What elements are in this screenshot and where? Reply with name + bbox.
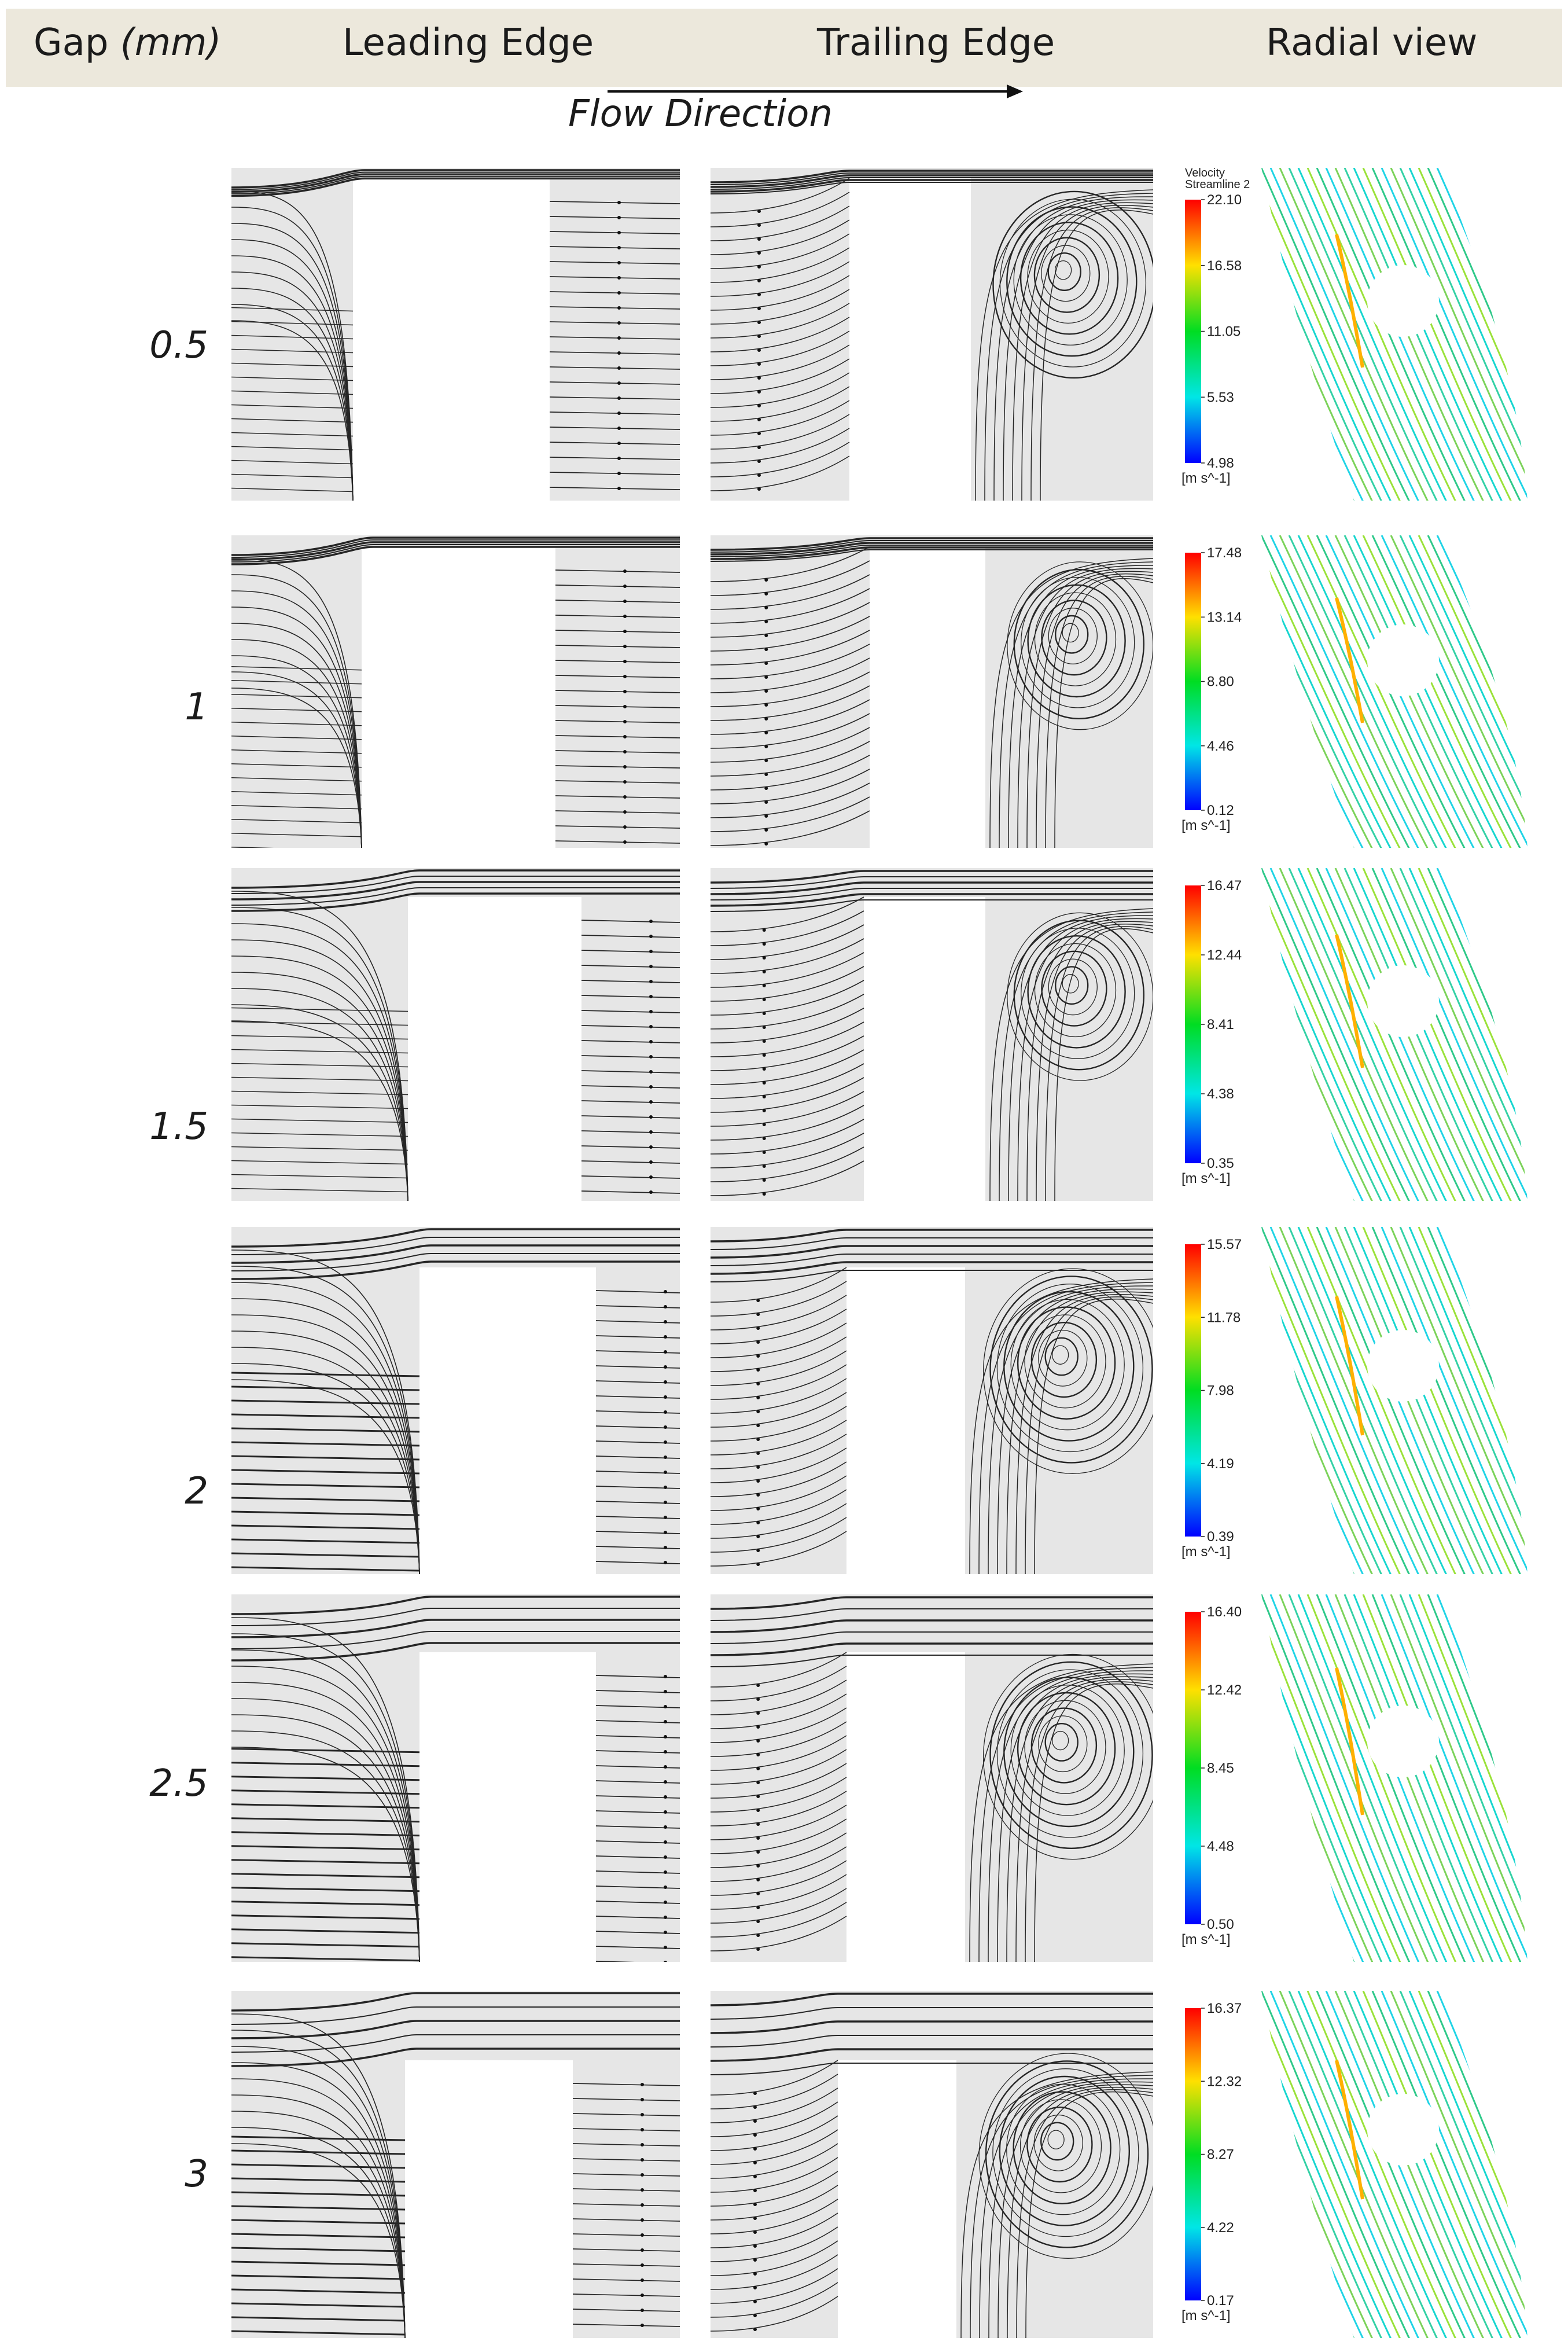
radial-view-streamline-panel: [1261, 868, 1527, 1201]
gap-value-label: 0.5: [149, 324, 208, 367]
legend-subtitle: Streamline 2: [1185, 178, 1250, 191]
legend-tick-label: 11.05: [1207, 324, 1241, 340]
radial-view-streamline-panel: [1261, 1991, 1527, 2338]
velocity-colorbar-legend: 15.57 11.78 7.98 4.19 0.39[m s^-1]: [1181, 1237, 1242, 1560]
legend-tick-label: 8.41: [1207, 1017, 1234, 1032]
leading-edge-streamline-panel: [231, 1991, 680, 2338]
gap-value-label: 2.5: [149, 1762, 208, 1805]
gap-column-header: Gap (mm): [34, 21, 221, 64]
legend-tick-label: 4.98: [1207, 455, 1234, 471]
radial-view-streamline-panel: [1261, 535, 1527, 848]
legend-tick-label: 7.98: [1207, 1383, 1234, 1399]
gap-value-label: 1: [185, 686, 208, 729]
velocity-colorbar-legend: 16.40 12.42 8.45 4.48 0.50[m s^-1]: [1181, 1604, 1242, 1947]
flow-direction-label: Flow Direction: [568, 93, 833, 135]
legend-tick-label: 12.44: [1207, 947, 1242, 963]
flow-direction-arrow-icon: [608, 84, 1023, 98]
velocity-colorbar-legend: 17.48 13.14 8.80 4.46 0.12[m s^-1]: [1181, 545, 1242, 833]
legend-unit-label: [m s^-1]: [1181, 1171, 1231, 1186]
legend-tick-label: 4.48: [1207, 1839, 1234, 1854]
gap-header-text: Gap: [34, 21, 109, 64]
leading-edge-streamline-panel: [231, 168, 680, 501]
legend-tick-label: 4.19: [1207, 1456, 1234, 1472]
legend-tick-label: 0.50: [1207, 1917, 1234, 1932]
trailing-edge-streamline-panel: [711, 1991, 1153, 2338]
legend-tick-label: 13.14: [1207, 609, 1242, 625]
legend-unit-label: [m s^-1]: [1181, 1932, 1231, 1947]
legend-tick-label: 12.42: [1207, 1682, 1242, 1698]
velocity-colorbar-legend: 16.47 12.44 8.41 4.38 0.35[m s^-1]: [1181, 878, 1242, 1186]
trailing-edge-header: Trailing Edge: [817, 21, 1055, 64]
legend-unit-label: [m s^-1]: [1181, 471, 1231, 486]
radial-view-streamline-panel: [1261, 168, 1527, 501]
legend-tick-label: 11.78: [1207, 1310, 1241, 1325]
legend-tick-label: 4.46: [1207, 738, 1234, 754]
gap-value-label: 1.5: [149, 1105, 208, 1148]
leading-edge-streamline-panel: [231, 1594, 680, 1962]
gap-value-label: 3: [185, 2153, 208, 2196]
trailing-edge-streamline-panel: [711, 1227, 1153, 1574]
leading-edge-streamline-panel: [231, 868, 680, 1201]
gap-header-unit: (mm): [120, 21, 222, 64]
trailing-edge-streamline-panel: [711, 1594, 1153, 1962]
legend-tick-label: 8.80: [1207, 674, 1234, 690]
legend-tick-label: 8.27: [1207, 2147, 1234, 2163]
leading-edge-header: Leading Edge: [343, 21, 594, 64]
legend-tick-label: 17.48: [1207, 545, 1242, 561]
legend-unit-label: [m s^-1]: [1181, 818, 1231, 833]
legend-tick-label: 0.17: [1207, 2293, 1234, 2309]
legend-tick-label: 8.45: [1207, 1760, 1234, 1776]
legend-tick-label: 0.35: [1207, 1156, 1234, 1171]
legend-title: Velocity: [1185, 167, 1225, 179]
gap-value-label: 2: [185, 1470, 208, 1513]
trailing-edge-streamline-panel: [711, 168, 1153, 501]
leading-edge-streamline-panel: [231, 535, 680, 848]
legend-tick-label: 15.57: [1207, 1237, 1242, 1252]
legend-tick-label: 16.47: [1207, 878, 1242, 894]
legend-tick-label: 16.37: [1207, 2001, 1242, 2016]
legend-tick-label: 12.32: [1207, 2074, 1242, 2089]
trailing-edge-streamline-panel: [711, 868, 1153, 1201]
column-header-bar: Gap (mm) Leading Edge Trailing Edge Radi…: [6, 9, 1562, 87]
radial-view-streamline-panel: [1261, 1227, 1527, 1574]
legend-unit-label: [m s^-1]: [1181, 2308, 1231, 2324]
velocity-colorbar-legend: 16.37 12.32 8.27 4.22 0.17[m s^-1]: [1181, 2001, 1242, 2324]
legend-tick-label: 4.38: [1207, 1086, 1234, 1102]
legend-tick-label: 0.39: [1207, 1529, 1234, 1545]
legend-tick-label: 16.40: [1207, 1604, 1242, 1620]
trailing-edge-streamline-panel: [711, 535, 1153, 848]
legend-tick-label: 22.10: [1207, 192, 1242, 208]
legend-tick-label: 0.12: [1207, 803, 1234, 818]
legend-tick-label: 16.58: [1207, 258, 1242, 274]
radial-view-streamline-panel: [1261, 1594, 1527, 1962]
radial-view-header: Radial view: [1266, 21, 1478, 64]
legend-tick-label: 4.22: [1207, 2220, 1234, 2236]
leading-edge-streamline-panel: [231, 1227, 680, 1574]
legend-unit-label: [m s^-1]: [1181, 1544, 1231, 1560]
legend-tick-label: 5.53: [1207, 389, 1234, 405]
